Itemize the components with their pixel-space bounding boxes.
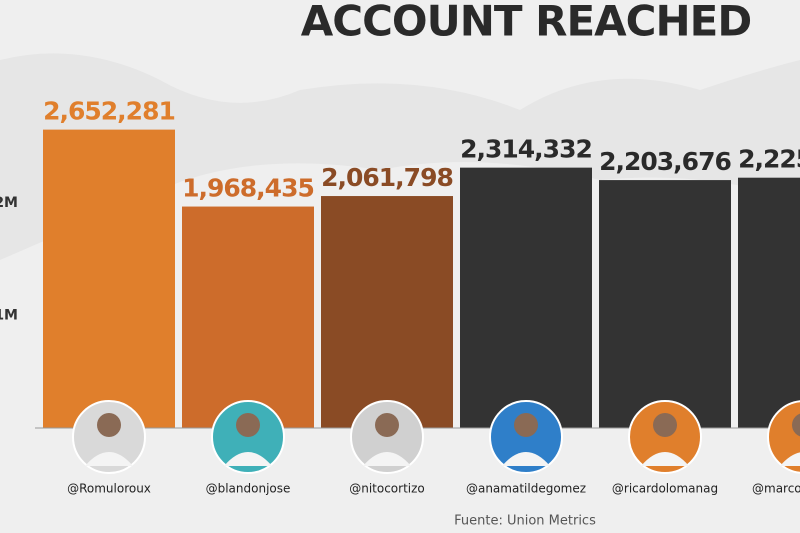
value-label: 2,203,676 [599,147,731,176]
bar [43,129,175,428]
bar [738,177,800,428]
bar [182,206,314,428]
y-tick-label: 2M [0,195,18,211]
x-tick-label: @nitocortizo [349,482,425,496]
bar [599,180,731,428]
avatar-body [502,452,550,466]
avatars [72,400,800,474]
chart-title: ACCOUNT REACHED [301,0,751,46]
avatar-body [641,452,689,466]
source: Fuente: Union Metrics [454,514,596,529]
value-label: 2,314,332 [460,135,592,164]
avatar-head [792,413,800,437]
bar [321,196,453,428]
avatar-body [224,452,272,466]
x-tick-label: @Romuloroux [67,482,151,496]
value-label: 1,968,435 [182,174,314,203]
x-tick-label: @anamatildegomez [466,482,586,496]
avatar-body [363,452,411,466]
avatar-head [236,413,260,437]
avatar-body [780,452,800,466]
value-label: 2,652,281 [43,97,175,126]
avatar-head [653,413,677,437]
bar [460,167,592,429]
avatar-head [97,413,121,437]
value-label: 2,225,000 [738,145,800,174]
map-background [0,53,800,261]
avatar-body [85,452,133,466]
avatar [767,400,800,474]
avatar-head [514,413,538,437]
x-tick-label: @ricardolomanag [612,482,718,496]
y-tick-label: 1M [0,308,18,324]
avatar-head [375,413,399,437]
value-label: 2,061,798 [321,163,453,192]
x-tick-label: @blandonjose [206,482,291,496]
x-tick-label: @marco [752,482,800,496]
